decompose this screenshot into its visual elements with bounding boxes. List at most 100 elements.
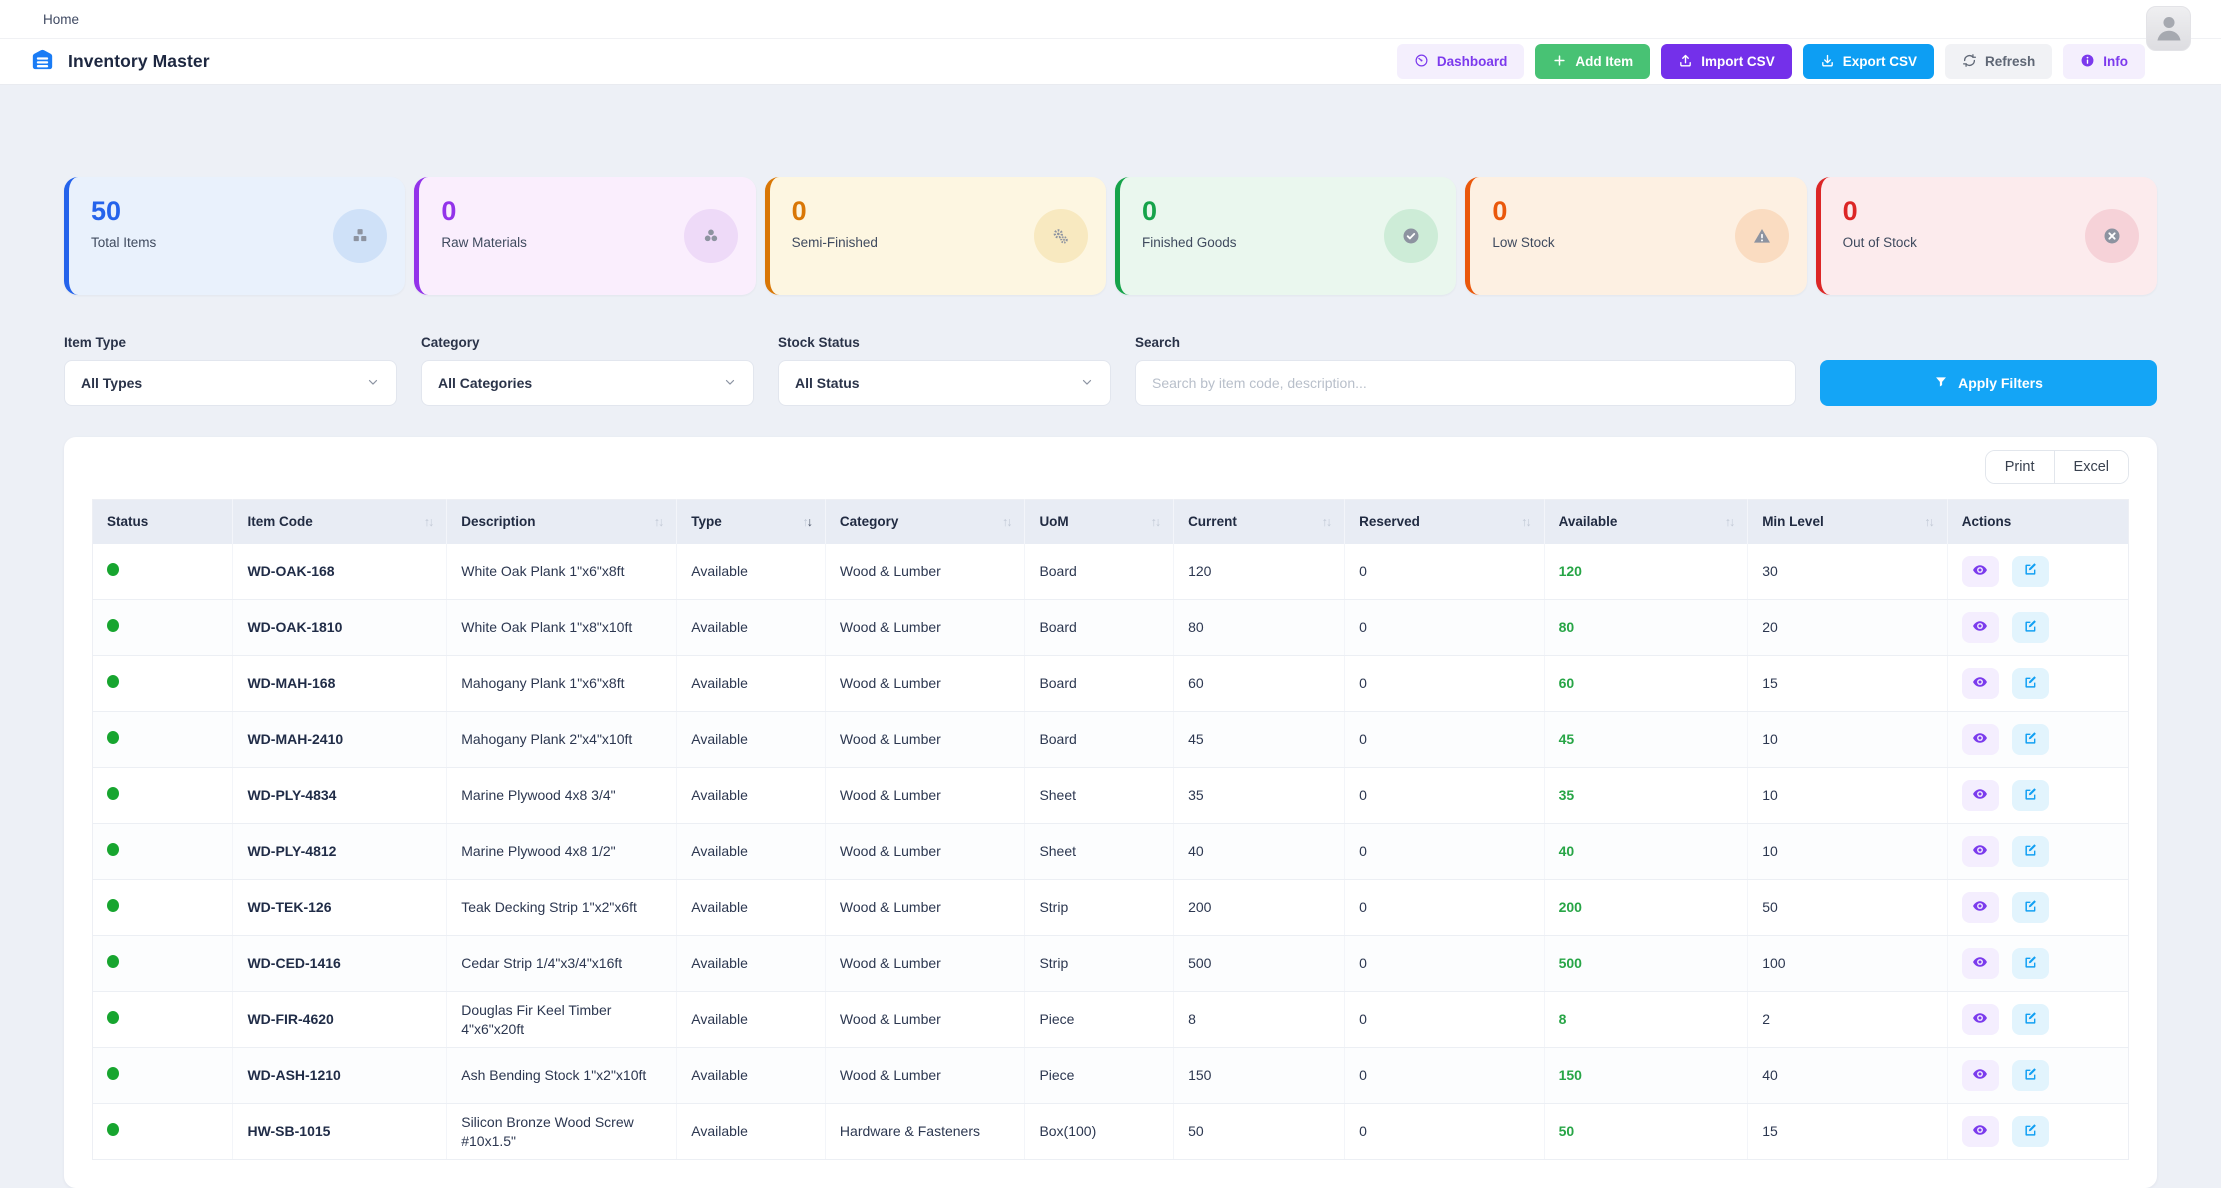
edit-button[interactable]: [2011, 892, 2049, 923]
eye-icon: [1972, 1010, 1988, 1029]
sort-icon[interactable]: ↑↓: [423, 514, 435, 529]
edit-button[interactable]: [2011, 948, 2049, 979]
sort-icon[interactable]: ↑↓: [802, 514, 813, 529]
view-button[interactable]: [1961, 780, 1999, 811]
column-header-category[interactable]: Category ↑↓: [825, 499, 1026, 544]
column-header-min-level[interactable]: Min Level ↑↓: [1747, 499, 1948, 544]
actions-cell: [1947, 879, 2129, 936]
refresh-button[interactable]: Refresh: [1944, 44, 2053, 79]
import-csv-button[interactable]: Import CSV: [1661, 44, 1792, 79]
column-header-type[interactable]: Type ↑↓: [676, 499, 826, 544]
excel-button[interactable]: Excel: [2053, 451, 2128, 483]
sort-icon[interactable]: ↑↓: [1321, 514, 1333, 529]
reserved-cell: 0: [1344, 767, 1545, 824]
sort-icon[interactable]: ↑↓: [1521, 514, 1532, 529]
sort-icon[interactable]: ↑↓: [1724, 514, 1736, 529]
category-value: All Categories: [438, 375, 533, 391]
edit-pencil-icon: [2023, 843, 2038, 861]
min-level-cell: 10: [1747, 823, 1948, 880]
item-type-value: All Types: [81, 375, 143, 391]
sort-icon[interactable]: ↑↓: [653, 514, 665, 529]
view-button[interactable]: [1961, 1060, 1999, 1091]
view-button[interactable]: [1961, 892, 1999, 923]
column-header-actions: Actions: [1947, 499, 2129, 544]
column-label: Available: [1558, 514, 1618, 530]
actions-cell: [1947, 767, 2129, 824]
status-dot: [107, 1123, 119, 1137]
view-button[interactable]: [1961, 555, 1999, 587]
view-button[interactable]: [1961, 668, 1999, 699]
item-code-cell: WD-MAH-168: [232, 655, 448, 712]
dashboard-button[interactable]: Dashboard: [1396, 44, 1525, 79]
sort-icon[interactable]: ↑↓: [1001, 514, 1013, 529]
column-header-reserved[interactable]: Reserved ↑↓: [1344, 499, 1545, 544]
edit-pencil-icon: [2023, 562, 2038, 580]
column-header-uom[interactable]: UoM ↑↓: [1024, 499, 1175, 544]
column-header-available[interactable]: Available ↑↓: [1544, 499, 1749, 544]
info-icon: [2080, 53, 2095, 71]
view-button[interactable]: [1961, 612, 1999, 643]
available-cell: 8: [1544, 991, 1749, 1048]
item-type-select[interactable]: All Types: [64, 360, 397, 406]
stat-card-raw-materials: 0 Raw Materials: [414, 177, 756, 295]
view-button[interactable]: [1961, 1004, 1999, 1035]
edit-button[interactable]: [2011, 724, 2049, 755]
edit-button[interactable]: [2011, 1004, 2049, 1035]
edit-button[interactable]: [2011, 780, 2049, 811]
filter-category: Category All Categories: [421, 335, 754, 406]
eye-icon: [1972, 1122, 1988, 1141]
column-label: Status: [107, 514, 149, 530]
stat-value: 50: [91, 196, 122, 226]
search-input[interactable]: [1135, 360, 1796, 406]
type-cell: Available: [676, 711, 826, 768]
import-csv-button-label: Import CSV: [1701, 53, 1775, 69]
actions-cell: [1947, 935, 2129, 992]
status-dot: [107, 1067, 119, 1081]
sort-icon[interactable]: ↑↓: [1150, 514, 1162, 529]
edit-button[interactable]: [2011, 668, 2049, 699]
table-row: WD-PLY-4812 Marine Plywood 4x8 1/2" Avai…: [92, 823, 2129, 880]
category-select[interactable]: All Categories: [421, 360, 754, 406]
current-cell: 8: [1173, 991, 1346, 1048]
refresh-icon: [1962, 53, 1977, 71]
current-cell: 35: [1173, 767, 1346, 824]
column-header-current[interactable]: Current ↑↓: [1173, 499, 1346, 544]
apply-filters-button[interactable]: Apply Filters: [1820, 360, 2157, 406]
type-cell: Available: [676, 599, 826, 656]
edit-button[interactable]: [2011, 1060, 2049, 1091]
sort-icon[interactable]: ↑↓: [1924, 514, 1935, 529]
info-button[interactable]: Info: [2063, 44, 2145, 79]
avatar[interactable]: [2146, 6, 2191, 51]
download-icon: [1820, 53, 1835, 71]
add-item-button[interactable]: Add Item: [1535, 44, 1651, 79]
stock-status-select[interactable]: All Status: [778, 360, 1111, 406]
edit-button[interactable]: [2011, 555, 2049, 587]
column-header-item-code[interactable]: Item Code ↑↓: [232, 499, 448, 544]
current-cell: 45: [1173, 711, 1346, 768]
breadcrumb[interactable]: Home: [43, 11, 80, 27]
available-cell: 45: [1544, 711, 1749, 768]
status-cell: [92, 655, 234, 712]
edit-button[interactable]: [2011, 1116, 2049, 1147]
min-level-cell: 40: [1747, 1047, 1948, 1104]
stat-value: 0: [1141, 196, 1158, 226]
column-label: Actions: [1961, 514, 2012, 530]
view-button[interactable]: [1961, 836, 1999, 867]
x-circle-icon: [2084, 209, 2139, 263]
print-button[interactable]: Print: [1985, 451, 2054, 483]
column-header-description[interactable]: Description ↑↓: [446, 499, 678, 544]
min-level-cell: 15: [1747, 655, 1948, 712]
edit-button[interactable]: [2011, 836, 2049, 867]
view-button[interactable]: [1961, 948, 1999, 979]
edit-button[interactable]: [2011, 612, 2049, 643]
warning-icon: [1734, 209, 1789, 263]
view-button[interactable]: [1961, 1116, 1999, 1147]
page-title: Inventory Master: [68, 51, 210, 71]
view-button[interactable]: [1961, 724, 1999, 755]
export-csv-button[interactable]: Export CSV: [1802, 44, 1934, 79]
available-cell: 150: [1544, 1047, 1749, 1104]
available-cell: 200: [1544, 879, 1749, 936]
current-cell: 60: [1173, 655, 1346, 712]
status-cell: [92, 879, 234, 936]
edit-pencil-icon: [2023, 619, 2038, 637]
